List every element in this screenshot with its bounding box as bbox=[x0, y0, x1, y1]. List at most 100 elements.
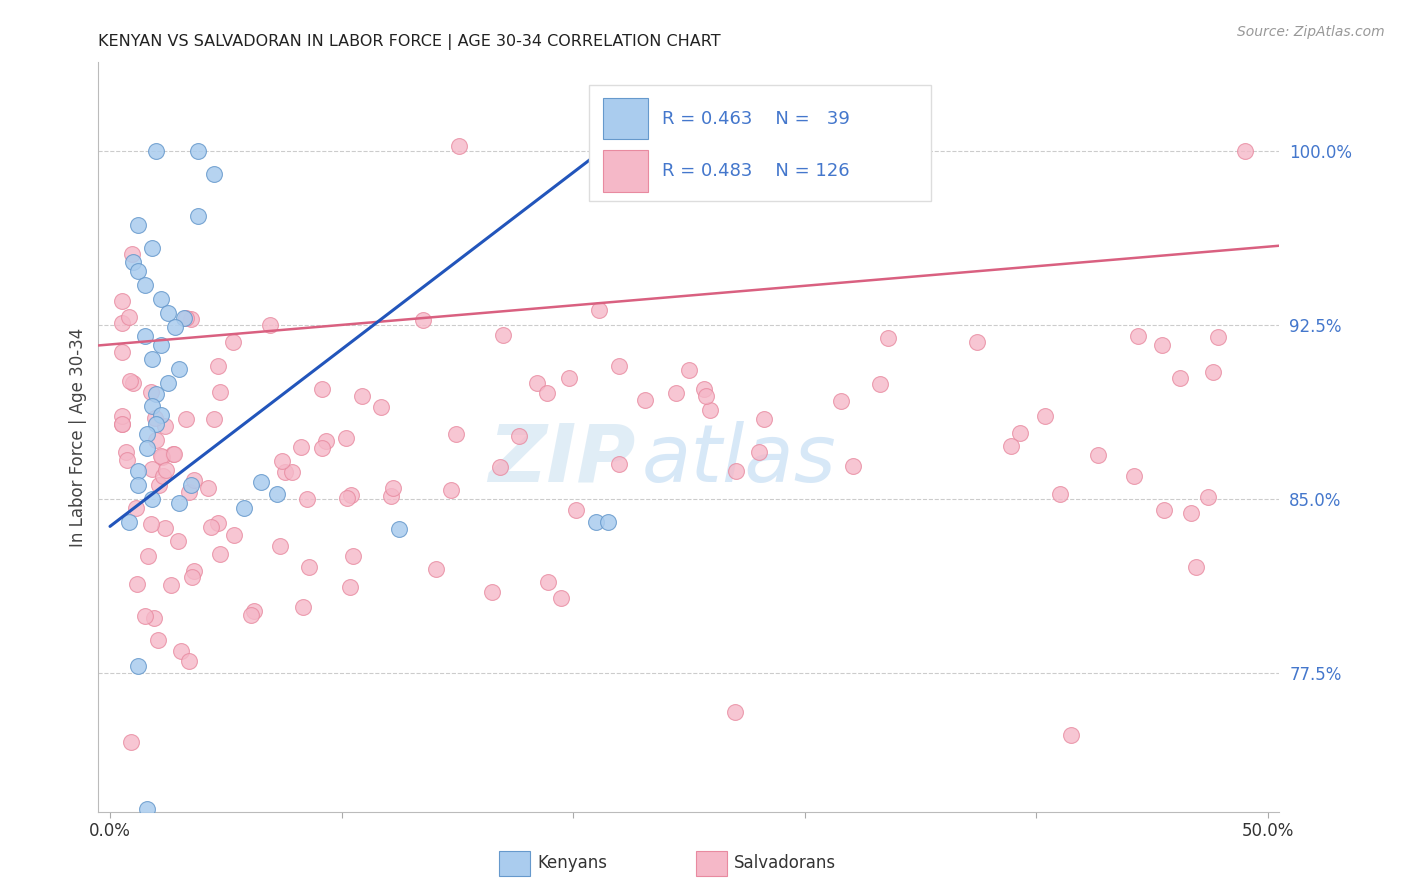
Point bbox=[259, 318, 281, 333]
Point bbox=[208, 547, 231, 561]
Point bbox=[152, 468, 174, 483]
Point bbox=[110, 417, 132, 431]
Point bbox=[162, 447, 184, 461]
Point bbox=[187, 144, 209, 158]
Point bbox=[388, 522, 411, 536]
Point bbox=[634, 392, 657, 407]
Point bbox=[200, 520, 222, 534]
Point bbox=[120, 735, 142, 749]
Point bbox=[1206, 330, 1229, 344]
Point bbox=[146, 633, 169, 648]
Point bbox=[536, 385, 558, 400]
Point bbox=[134, 329, 156, 343]
Point bbox=[136, 549, 159, 564]
Point bbox=[1128, 329, 1150, 343]
Point bbox=[125, 577, 148, 591]
Point bbox=[339, 580, 361, 594]
Point bbox=[290, 441, 312, 455]
Point bbox=[342, 549, 364, 564]
Text: Source: ZipAtlas.com: Source: ZipAtlas.com bbox=[1237, 25, 1385, 39]
Point bbox=[292, 600, 315, 615]
Point bbox=[176, 412, 198, 426]
Text: ZIP: ZIP bbox=[488, 420, 636, 499]
Point bbox=[170, 644, 193, 658]
Text: Kenyans: Kenyans bbox=[537, 855, 607, 872]
Point bbox=[180, 311, 202, 326]
Point bbox=[311, 382, 333, 396]
Point bbox=[222, 335, 245, 350]
Point bbox=[370, 400, 392, 414]
Point bbox=[440, 483, 463, 498]
Point bbox=[141, 461, 163, 475]
Point bbox=[114, 445, 136, 459]
Point bbox=[115, 453, 138, 467]
Point bbox=[156, 376, 179, 390]
Point bbox=[1180, 506, 1202, 520]
Point bbox=[876, 331, 898, 345]
Point bbox=[449, 139, 471, 153]
Point bbox=[149, 292, 172, 306]
Point bbox=[149, 874, 172, 888]
Point bbox=[207, 516, 229, 531]
Point bbox=[153, 521, 176, 535]
Point bbox=[141, 352, 163, 367]
Point bbox=[724, 705, 747, 719]
Point bbox=[412, 313, 434, 327]
Point bbox=[141, 517, 163, 532]
Point bbox=[202, 412, 225, 426]
Point bbox=[380, 489, 402, 503]
Point bbox=[339, 488, 361, 502]
Point bbox=[1122, 468, 1144, 483]
Y-axis label: In Labor Force | Age 30-34: In Labor Force | Age 30-34 bbox=[69, 327, 87, 547]
Point bbox=[150, 449, 173, 463]
Point bbox=[162, 447, 184, 461]
Point bbox=[110, 316, 132, 330]
Point bbox=[335, 431, 357, 445]
Point bbox=[492, 327, 515, 342]
Point bbox=[869, 377, 891, 392]
Point bbox=[127, 464, 149, 478]
Point bbox=[169, 361, 191, 376]
Point bbox=[136, 426, 159, 441]
Point bbox=[169, 496, 191, 510]
Point bbox=[564, 503, 586, 517]
Point bbox=[143, 411, 166, 425]
Point bbox=[197, 481, 219, 495]
Point bbox=[481, 585, 503, 599]
FancyBboxPatch shape bbox=[603, 151, 648, 192]
Point bbox=[127, 477, 149, 491]
Point bbox=[134, 608, 156, 623]
Point bbox=[508, 429, 530, 443]
Point bbox=[557, 370, 579, 384]
Point bbox=[537, 574, 560, 589]
Point bbox=[270, 453, 292, 467]
Point bbox=[1153, 503, 1175, 517]
Point bbox=[118, 310, 141, 325]
Point bbox=[596, 515, 619, 529]
Point bbox=[141, 399, 163, 413]
Point bbox=[148, 478, 170, 492]
Point bbox=[187, 209, 209, 223]
Point bbox=[350, 389, 373, 403]
Point bbox=[678, 363, 700, 377]
Point bbox=[149, 408, 172, 422]
Point bbox=[266, 487, 288, 501]
Point bbox=[1150, 338, 1173, 352]
Point bbox=[179, 484, 201, 499]
Point bbox=[1185, 559, 1208, 574]
Point bbox=[841, 459, 863, 474]
Point bbox=[550, 591, 572, 606]
Point bbox=[181, 569, 204, 583]
Point bbox=[1000, 439, 1022, 453]
Point bbox=[311, 441, 333, 455]
Point bbox=[136, 802, 159, 816]
Point bbox=[173, 310, 195, 325]
Point bbox=[145, 387, 167, 401]
Point bbox=[315, 434, 337, 449]
Point bbox=[298, 560, 321, 574]
Point bbox=[150, 450, 173, 465]
Text: R = 0.463    N =   39: R = 0.463 N = 39 bbox=[662, 110, 849, 128]
Point bbox=[381, 481, 404, 495]
Point bbox=[748, 445, 770, 459]
Point bbox=[240, 607, 263, 622]
